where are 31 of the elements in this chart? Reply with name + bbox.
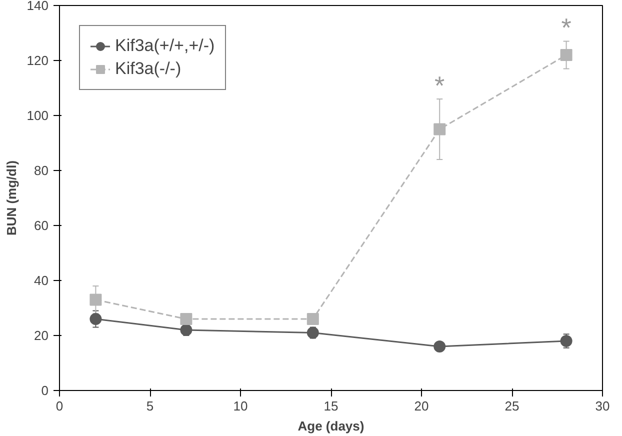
x-tick-label: 10 [233,398,248,414]
y-tick-label: 120 [26,53,49,68]
point [90,313,102,325]
point [90,294,102,306]
x-tick-label: 5 [146,398,154,414]
x-tick-label: 20 [414,398,429,414]
point [434,123,446,136]
y-tick-label: 40 [34,273,49,288]
point [180,324,192,336]
y-tick-label: 140 [26,0,49,13]
legend-label: Kif3a(-/-) [115,59,182,79]
x-tick-label: 25 [504,398,520,414]
annotation: * [434,70,445,100]
point [180,313,192,325]
annotation: * [561,12,572,42]
x-tick-label: 0 [56,398,64,414]
x-axis-title: Age (days) [298,418,364,434]
y-tick-label: 60 [34,218,49,233]
point [306,326,319,339]
y-tick-label: 80 [34,163,49,178]
point [560,335,572,347]
point [306,313,319,325]
y-axis-title: BUN (mg/dl) [4,160,19,236]
y-tick-label: 0 [41,383,49,398]
y-tick-label: 100 [26,108,49,123]
y-tick-label: 20 [34,328,49,343]
legend-label: Kif3a(+/+,+/-) [115,36,215,56]
x-tick-label: 30 [595,398,610,414]
x-tick-label: 15 [324,398,338,414]
point [560,49,572,61]
point [434,340,446,352]
